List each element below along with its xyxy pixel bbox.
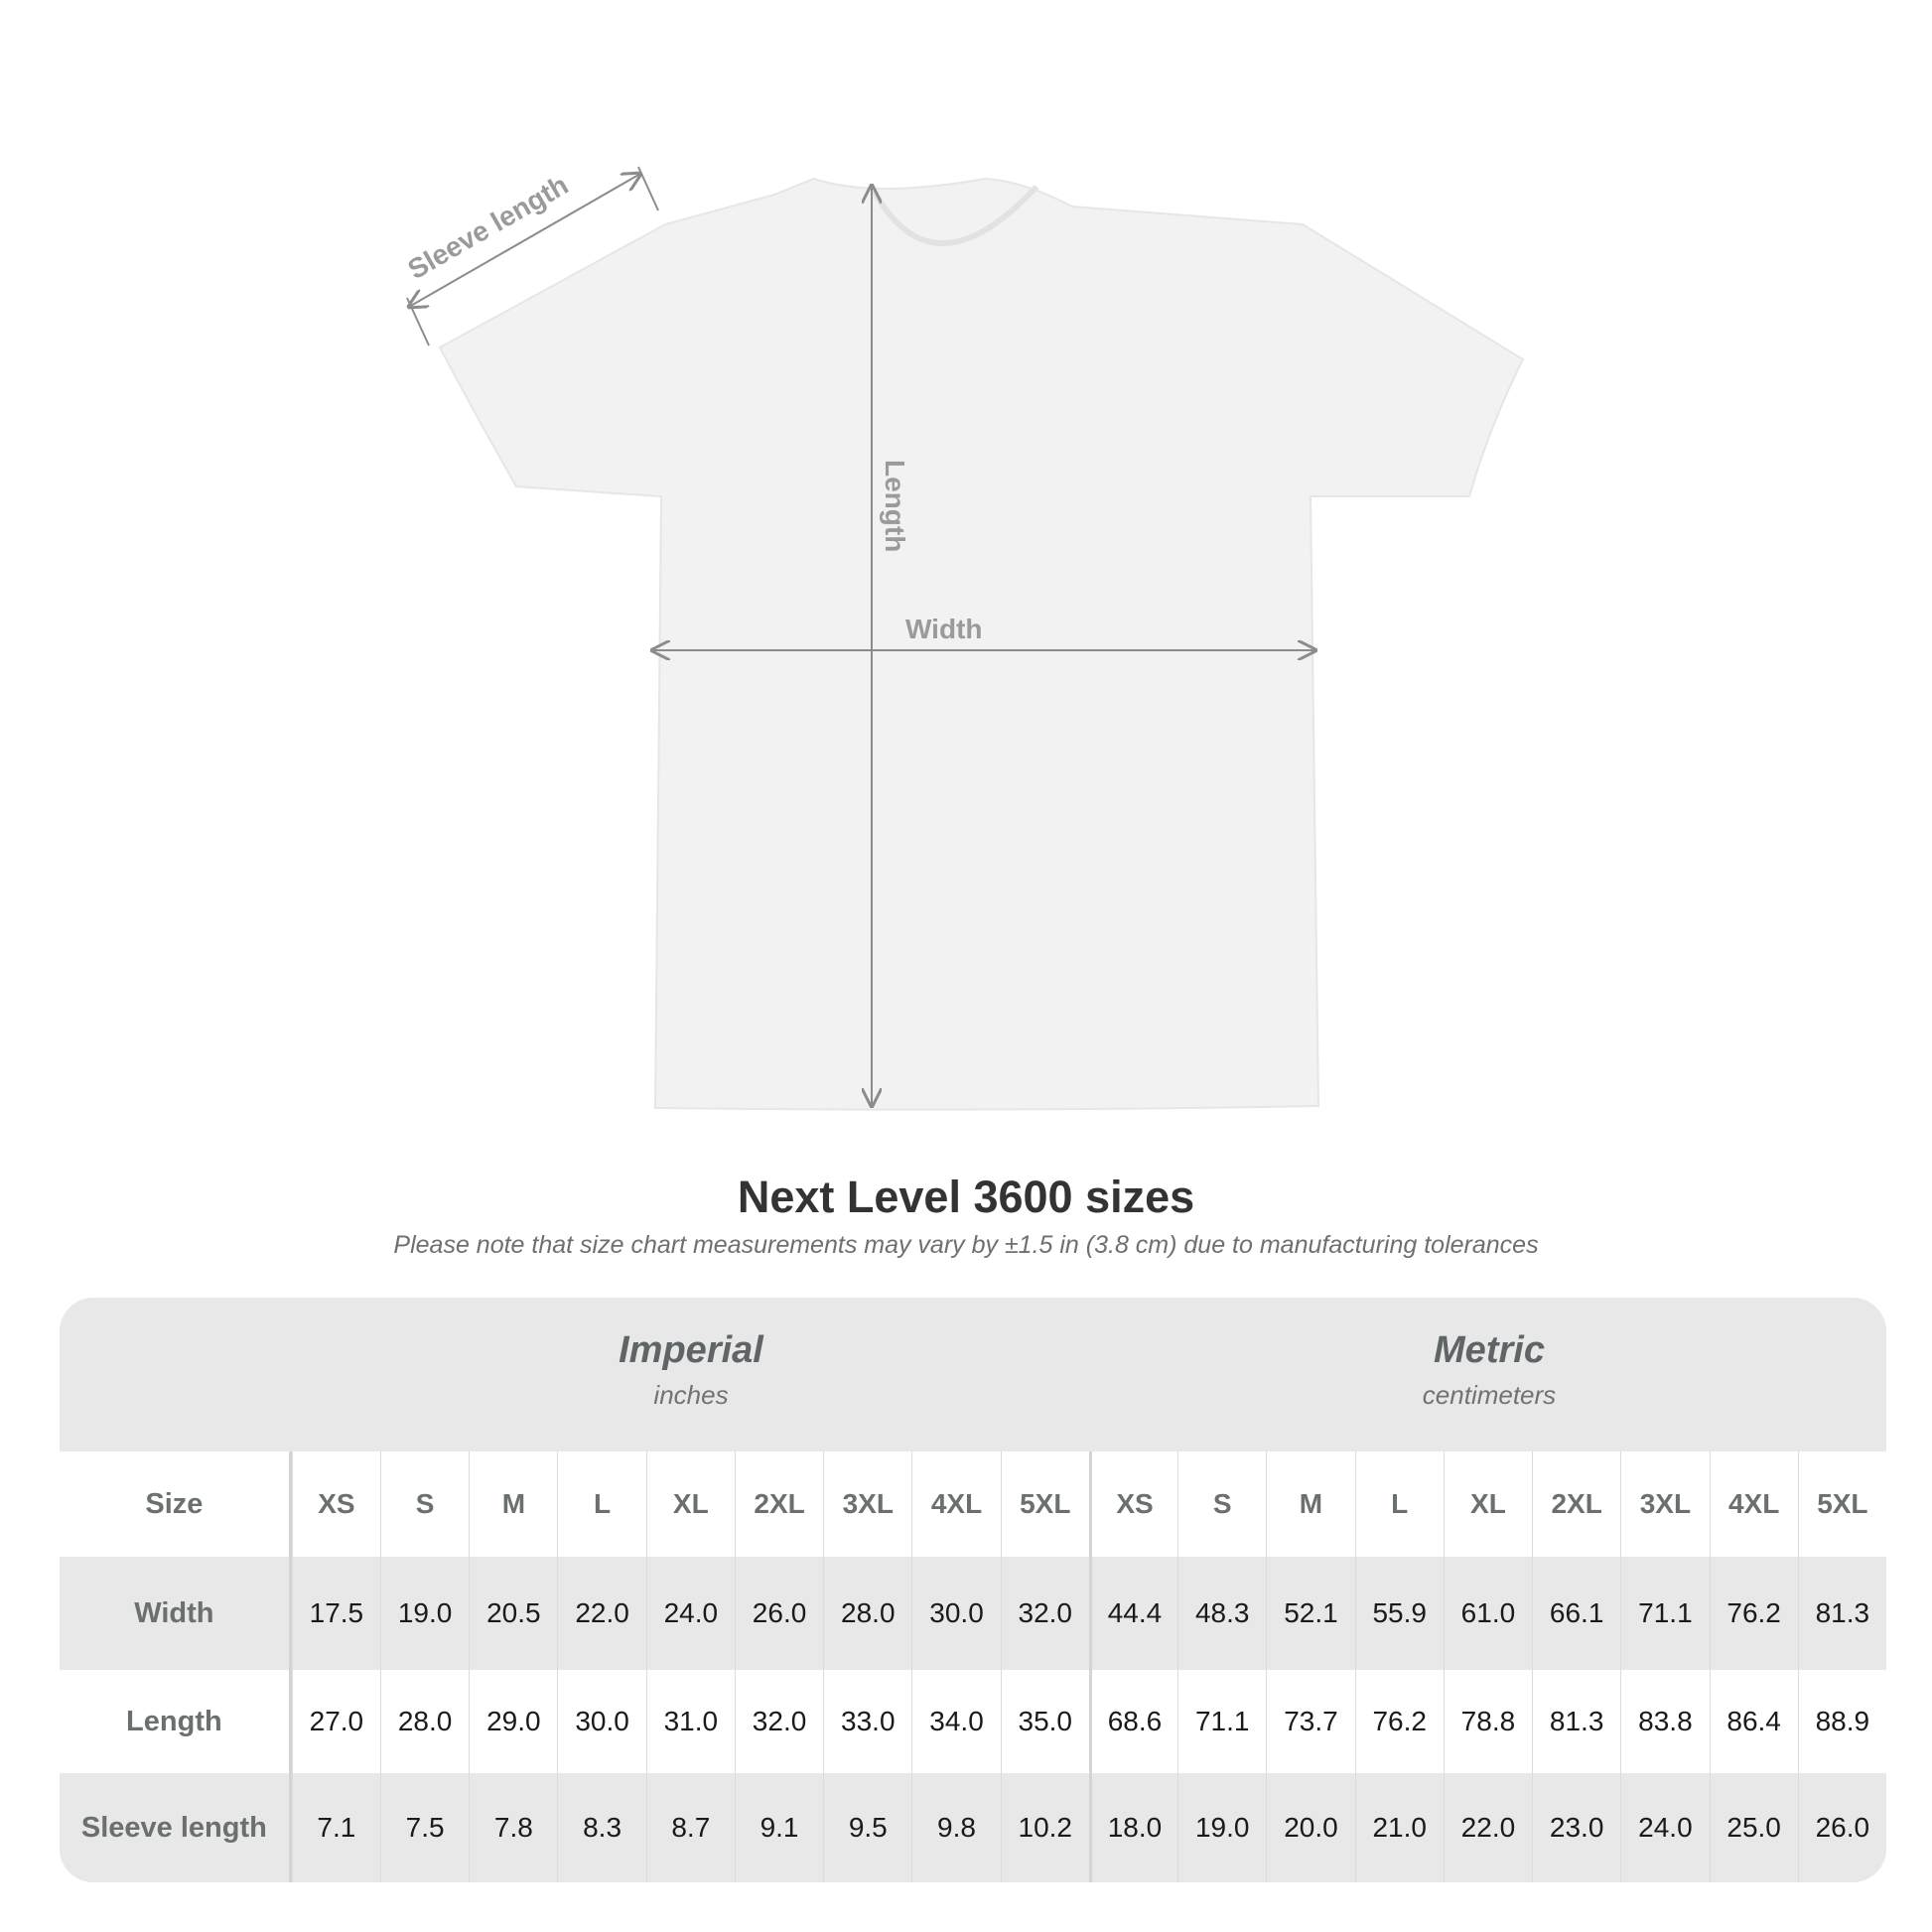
imperial-cell: 28.0 xyxy=(380,1670,469,1773)
metric-header: Metric centimeters xyxy=(1090,1298,1886,1451)
imperial-cell: 9.8 xyxy=(911,1773,1000,1882)
imperial-cell: 10.2 xyxy=(1000,1773,1089,1882)
imperial-cell: 28.0 xyxy=(823,1557,911,1670)
metric-cell: 24.0 xyxy=(1620,1773,1709,1882)
imperial-cell: M xyxy=(469,1451,557,1557)
metric-cell: 66.1 xyxy=(1532,1557,1620,1670)
metric-cell: 4XL xyxy=(1709,1451,1798,1557)
metric-cell: 19.0 xyxy=(1177,1773,1266,1882)
metric-cell: 88.9 xyxy=(1797,1670,1886,1773)
imperial-cell: 17.5 xyxy=(291,1557,380,1670)
metric-cell: 18.0 xyxy=(1088,1773,1177,1882)
metric-cell: 52.1 xyxy=(1266,1557,1354,1670)
imperial-cell: L xyxy=(557,1451,645,1557)
imperial-cell: 7.1 xyxy=(291,1773,380,1882)
imperial-cell: XS xyxy=(291,1451,380,1557)
metric-cell: S xyxy=(1177,1451,1266,1557)
metric-cell: 55.9 xyxy=(1354,1557,1444,1670)
metric-cell: 3XL xyxy=(1620,1451,1709,1557)
metric-cell: 73.7 xyxy=(1266,1670,1354,1773)
imperial-cell: 35.0 xyxy=(1000,1670,1089,1773)
imperial-cell: 19.0 xyxy=(380,1557,469,1670)
tshirt-diagram: Sleeve length Length Width xyxy=(403,166,1525,1111)
page-title: Next Level 3600 sizes xyxy=(737,1172,1195,1222)
metric-cell: 48.3 xyxy=(1177,1557,1266,1670)
imperial-cell: 33.0 xyxy=(823,1670,911,1773)
metric-cell: 86.4 xyxy=(1709,1670,1798,1773)
sleeve-length-row: Sleeve length 7.1 7.5 7.8 8.3 8.7 9.1 9.5 9.8 10.… xyxy=(60,1773,1886,1882)
imperial-cell: 30.0 xyxy=(557,1670,645,1773)
imperial-title: Imperial xyxy=(619,1329,763,1371)
width-row: Width 17.5 19.0 20.5 22.0 24.0 26.0 28.0 30.0 32.… xyxy=(60,1557,1886,1670)
imperial-header: Imperial inches xyxy=(292,1298,1090,1451)
metric-cell: 5XL xyxy=(1797,1451,1886,1557)
imperial-cell: 26.0 xyxy=(734,1557,823,1670)
metric-cell: 83.8 xyxy=(1620,1670,1709,1773)
imperial-cell: 3XL xyxy=(823,1451,911,1557)
size-row: Size XS S M L XL 2XL 3XL 4XL 5XL XS S M L XL 2XL 3XL 4XL 5… xyxy=(60,1451,1886,1557)
metric-cell: 61.0 xyxy=(1443,1557,1532,1670)
imperial-cell: 32.0 xyxy=(1000,1557,1089,1670)
metric-cell: 76.2 xyxy=(1354,1670,1444,1773)
metric-cell: 21.0 xyxy=(1354,1773,1444,1882)
imperial-cell: 34.0 xyxy=(911,1670,1000,1773)
row-label: Sleeve length xyxy=(60,1773,292,1882)
metric-cell: 2XL xyxy=(1532,1451,1620,1557)
tolerance-note: Please note that size chart measurements… xyxy=(393,1231,1539,1259)
metric-cell: M xyxy=(1266,1451,1354,1557)
imperial-cell: 29.0 xyxy=(469,1670,557,1773)
row-label: Size xyxy=(60,1451,292,1557)
length-label: Length xyxy=(880,460,910,552)
metric-cell: 81.3 xyxy=(1797,1557,1886,1670)
imperial-cell: 9.5 xyxy=(823,1773,911,1882)
sleeve-arrow xyxy=(409,174,640,307)
row-label: Length xyxy=(60,1670,292,1773)
imperial-cell: 8.3 xyxy=(557,1773,645,1882)
imperial-cell: 30.0 xyxy=(911,1557,1000,1670)
imperial-cell: XL xyxy=(645,1451,735,1557)
metric-cell: 81.3 xyxy=(1532,1670,1620,1773)
metric-cell: 20.0 xyxy=(1266,1773,1354,1882)
imperial-cell: 2XL xyxy=(734,1451,823,1557)
imperial-cell: 9.1 xyxy=(734,1773,823,1882)
imperial-cell: 4XL xyxy=(911,1451,1000,1557)
imperial-unit: inches xyxy=(653,1380,729,1410)
metric-cell: XS xyxy=(1088,1451,1177,1557)
metric-cell: 71.1 xyxy=(1177,1670,1266,1773)
collar xyxy=(871,184,1039,246)
row-label: Width xyxy=(60,1557,292,1670)
metric-cell: 44.4 xyxy=(1088,1557,1177,1670)
imperial-cell: 8.7 xyxy=(645,1773,735,1882)
imperial-cell: 20.5 xyxy=(469,1557,557,1670)
metric-cell: 23.0 xyxy=(1532,1773,1620,1882)
metric-cell: XL xyxy=(1443,1451,1532,1557)
metric-unit: centimeters xyxy=(1422,1380,1557,1410)
imperial-cell: 7.5 xyxy=(380,1773,469,1882)
metric-cell: 76.2 xyxy=(1709,1557,1798,1670)
metric-cell: 26.0 xyxy=(1797,1773,1886,1882)
metric-title: Metric xyxy=(1434,1329,1545,1371)
metric-cell: 78.8 xyxy=(1443,1670,1532,1773)
imperial-cell: 24.0 xyxy=(645,1557,735,1670)
metric-cell: L xyxy=(1354,1451,1444,1557)
imperial-cell: 7.8 xyxy=(469,1773,557,1882)
metric-cell: 68.6 xyxy=(1088,1670,1177,1773)
imperial-cell: 27.0 xyxy=(291,1670,380,1773)
metric-cell: 25.0 xyxy=(1709,1773,1798,1882)
imperial-cell: S xyxy=(380,1451,469,1557)
length-row: Length 27.0 28.0 29.0 30.0 31.0 32.0 33.0 34.0 35… xyxy=(60,1670,1886,1773)
metric-cell: 22.0 xyxy=(1443,1773,1532,1882)
imperial-cell: 31.0 xyxy=(645,1670,735,1773)
width-label: Width xyxy=(905,614,983,644)
imperial-cell: 32.0 xyxy=(734,1670,823,1773)
imperial-cell: 5XL xyxy=(1000,1451,1089,1557)
metric-cell: 71.1 xyxy=(1620,1557,1709,1670)
imperial-cell: 22.0 xyxy=(557,1557,645,1670)
size-table: Imperial inches Metric centimeters Size X… xyxy=(60,1298,1886,1882)
